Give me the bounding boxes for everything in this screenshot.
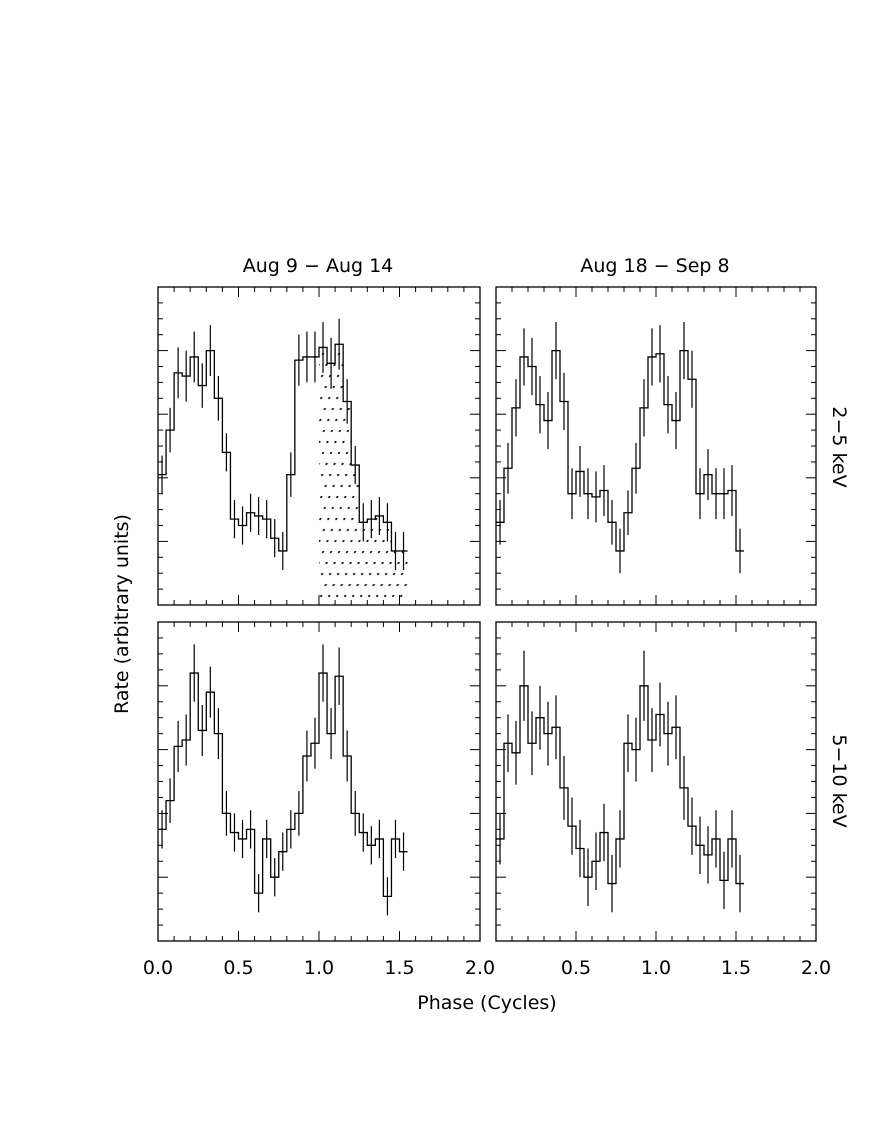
x-tick-label: 1.0 — [641, 957, 671, 979]
x-tick-labels: 0.0 0.5 1.0 1.5 2.0 0.5 1.0 1.5 2.0 — [143, 957, 831, 979]
x-tick-label: 0.0 — [143, 957, 173, 979]
x-tick-label: 0.5 — [561, 957, 591, 979]
panel-frame — [157, 621, 481, 942]
panels — [157, 286, 817, 942]
panel-frame — [495, 621, 817, 942]
column-title-left: Aug 9 − Aug 14 — [243, 255, 394, 277]
panel-frame — [495, 286, 817, 606]
x-axis-label: Phase (Cycles) — [417, 992, 556, 1014]
x-tick-label: 2.0 — [801, 957, 831, 979]
x-tick-label: 0.5 — [223, 957, 253, 979]
panel-top-left — [157, 286, 481, 606]
x-tick-label: 1.5 — [384, 957, 414, 979]
x-tick-label: 1.0 — [304, 957, 334, 979]
panel-bottom-right — [495, 621, 817, 942]
step-line — [496, 349, 744, 552]
panel-bottom-left — [157, 621, 481, 942]
x-tick-label: 2.0 — [465, 957, 495, 979]
y-axis-label: Rate (arbitrary units) — [111, 514, 133, 714]
row-label-top: 2−5 keV — [828, 406, 850, 487]
shaded-region — [319, 344, 408, 605]
panel-top-right — [495, 286, 817, 606]
row-label-bottom: 5−10 keV — [828, 734, 850, 827]
column-title-right: Aug 18 − Sep 8 — [580, 255, 729, 277]
x-tick-label: 1.5 — [721, 957, 751, 979]
step-line — [158, 343, 408, 552]
